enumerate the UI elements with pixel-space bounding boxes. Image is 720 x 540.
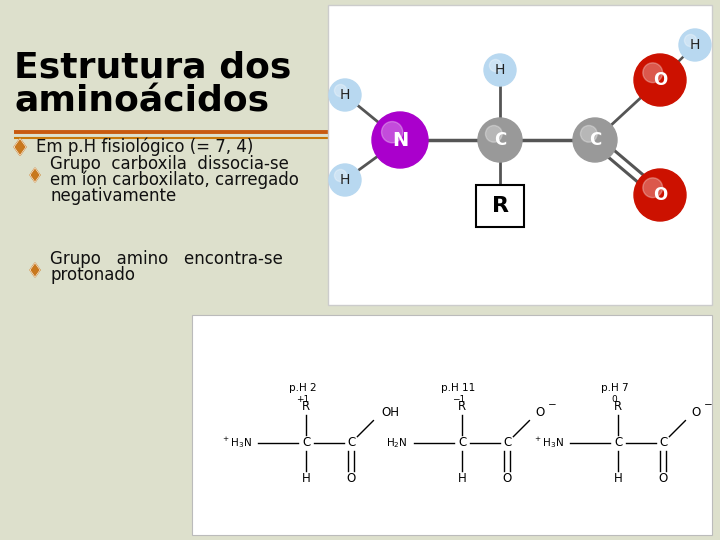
Bar — [192, 315, 712, 535]
Text: C: C — [494, 131, 506, 149]
Circle shape — [382, 122, 402, 143]
Text: +1: +1 — [296, 395, 309, 404]
Circle shape — [490, 59, 502, 72]
Text: H: H — [302, 472, 311, 485]
Text: Grupo  carboxila  dissocia-se: Grupo carboxila dissocia-se — [50, 155, 289, 173]
Text: p.H 7: p.H 7 — [600, 383, 629, 393]
Text: H$_2$N: H$_2$N — [386, 436, 408, 449]
Text: p.H 2: p.H 2 — [289, 383, 316, 393]
Circle shape — [573, 118, 617, 162]
Circle shape — [478, 118, 522, 162]
Circle shape — [634, 169, 686, 221]
Text: ·: · — [315, 440, 317, 449]
Text: O: O — [691, 406, 701, 419]
Text: O: O — [653, 71, 667, 89]
Text: −1: −1 — [451, 395, 465, 404]
Text: H: H — [690, 38, 700, 52]
Text: $^+$H$_3$N: $^+$H$_3$N — [220, 435, 251, 450]
Text: −: − — [547, 400, 556, 410]
Text: O: O — [653, 186, 667, 204]
Text: R: R — [459, 400, 467, 413]
Text: H: H — [495, 63, 505, 77]
Text: C: C — [302, 436, 310, 449]
Circle shape — [634, 54, 686, 106]
Text: −: − — [703, 400, 712, 410]
Text: $^+$H$_3$N: $^+$H$_3$N — [533, 435, 563, 450]
Circle shape — [643, 178, 662, 198]
Text: H: H — [340, 173, 350, 187]
Text: R: R — [614, 400, 623, 413]
Circle shape — [329, 164, 361, 196]
Text: Em p.H fisiológico (= 7, 4): Em p.H fisiológico (= 7, 4) — [36, 138, 253, 156]
Polygon shape — [30, 263, 40, 277]
Text: Estrutura dos: Estrutura dos — [14, 50, 292, 84]
Text: O: O — [659, 472, 668, 485]
Text: p.H 11: p.H 11 — [441, 383, 475, 393]
Text: C: C — [347, 436, 356, 449]
Text: ·: · — [470, 440, 473, 449]
Text: ·: · — [626, 440, 629, 449]
Text: R: R — [302, 400, 310, 413]
Text: em íon carboxilato, carregado: em íon carboxilato, carregado — [50, 171, 299, 189]
Circle shape — [679, 29, 711, 61]
Text: C: C — [458, 436, 467, 449]
Circle shape — [580, 125, 597, 142]
Circle shape — [334, 170, 346, 181]
Text: ·: · — [451, 440, 454, 449]
Circle shape — [329, 79, 361, 111]
Text: H: H — [340, 88, 350, 102]
Text: C: C — [614, 436, 623, 449]
Circle shape — [484, 54, 516, 86]
Text: Grupo   amino   encontra-se: Grupo amino encontra-se — [50, 250, 283, 268]
Circle shape — [643, 63, 662, 83]
Text: 0: 0 — [611, 395, 617, 404]
Text: C: C — [660, 436, 667, 449]
Circle shape — [685, 35, 697, 46]
Circle shape — [485, 125, 503, 142]
Circle shape — [334, 84, 346, 97]
FancyBboxPatch shape — [476, 185, 524, 227]
Text: C: C — [503, 436, 511, 449]
Text: protonado: protonado — [50, 266, 135, 284]
Text: OH: OH — [382, 406, 400, 419]
Text: H: H — [614, 472, 623, 485]
Polygon shape — [30, 168, 40, 182]
Text: R: R — [492, 196, 508, 216]
Bar — [328, 5, 712, 305]
Text: H: H — [458, 472, 467, 485]
Text: aminoácidos: aminoácidos — [14, 85, 269, 119]
Text: ·: · — [296, 440, 298, 449]
Text: C: C — [589, 131, 601, 149]
Text: N: N — [392, 131, 408, 150]
Text: O: O — [347, 472, 356, 485]
Circle shape — [372, 112, 428, 168]
Text: O: O — [536, 406, 544, 419]
Text: negativamente: negativamente — [50, 187, 176, 205]
Text: O: O — [503, 472, 512, 485]
Text: ·: · — [608, 440, 611, 449]
Polygon shape — [14, 139, 26, 156]
